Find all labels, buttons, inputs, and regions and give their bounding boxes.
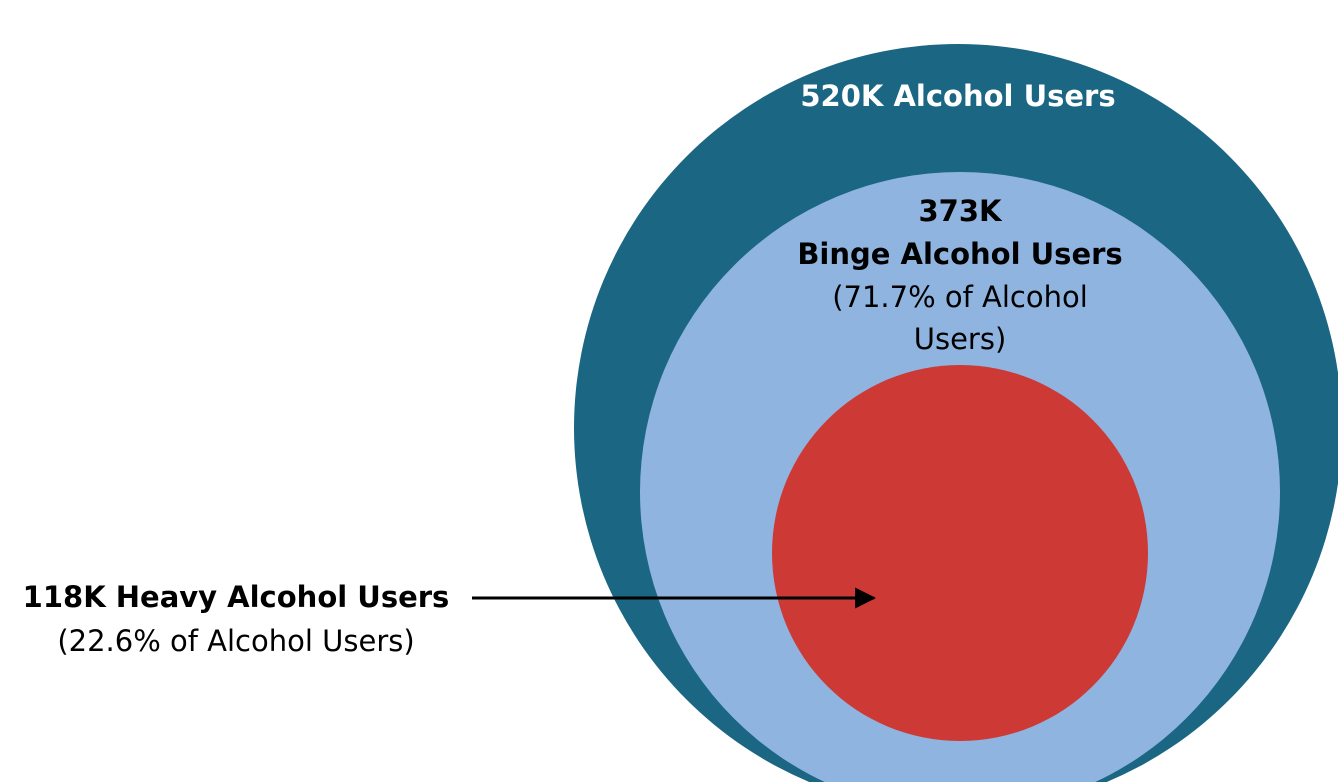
middle-label: 373K <box>918 194 1003 228</box>
middle-note: Users) <box>914 322 1007 356</box>
middle-note: (71.7% of Alcohol <box>832 280 1088 314</box>
inner-note: (22.6% of Alcohol Users) <box>57 624 414 658</box>
middle-label: Binge Alcohol Users <box>797 237 1122 271</box>
inner-circle <box>772 365 1148 741</box>
outer-label: 520K Alcohol Users <box>800 79 1115 113</box>
inner-label: 118K Heavy Alcohol Users <box>23 580 450 614</box>
